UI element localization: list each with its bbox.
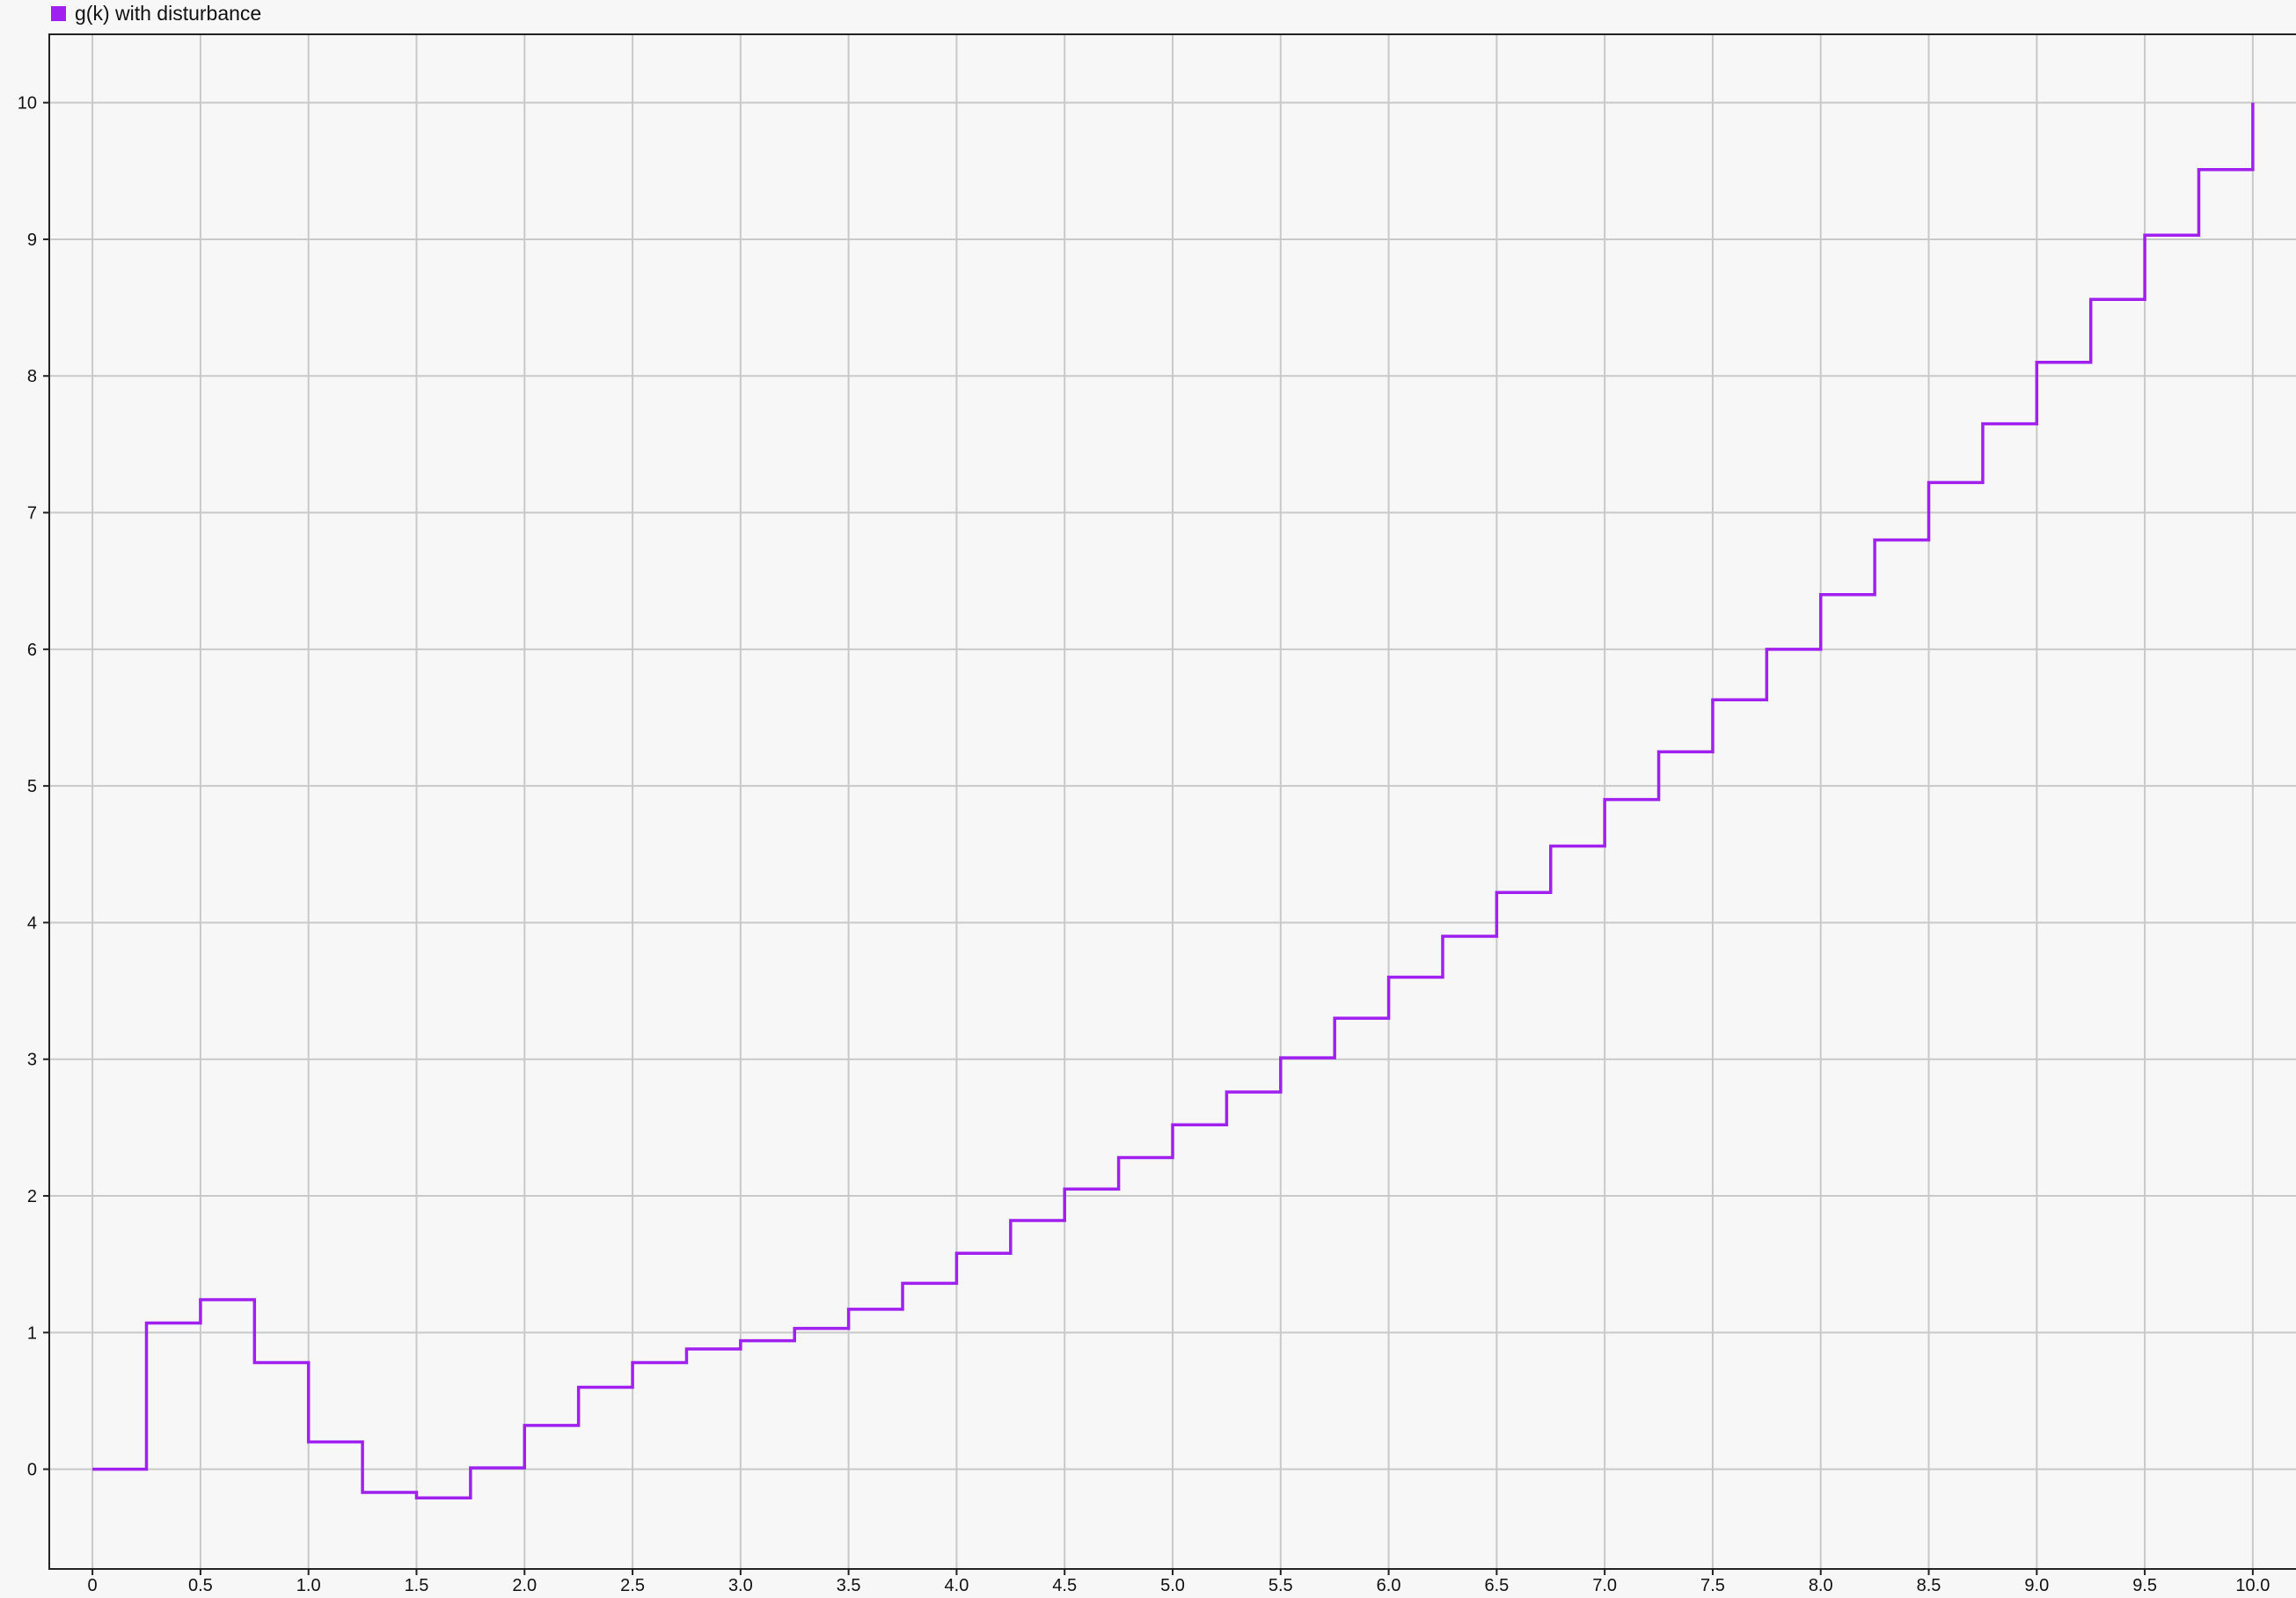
data-point [2197, 168, 2200, 172]
data-point [1549, 844, 1553, 847]
data-point [1981, 422, 1985, 426]
data-point [1711, 698, 1715, 701]
data-point [1063, 1187, 1066, 1191]
data-point [91, 1468, 94, 1471]
data-point [1009, 1219, 1013, 1222]
y-tick-label: 2 [27, 1187, 37, 1206]
data-point [1657, 750, 1661, 753]
x-tick-label: 7.0 [1592, 1576, 1617, 1595]
x-tick-label: 10.0 [2235, 1576, 2270, 1595]
series-line [92, 102, 2255, 1499]
y-tick-label: 5 [27, 777, 37, 796]
data-point [199, 1298, 202, 1301]
data-point [793, 1327, 796, 1330]
x-tick-label: 1.5 [405, 1576, 429, 1595]
data-point [1765, 648, 1768, 651]
data-point [361, 1491, 364, 1494]
legend-label: g(k) with disturbance [75, 1, 262, 25]
data-point [2143, 233, 2146, 237]
data-point [1225, 1090, 1228, 1094]
x-tick-label: 8.0 [1809, 1576, 1833, 1595]
data-point [307, 1440, 311, 1444]
series [91, 101, 2255, 1499]
data-point [1387, 976, 1391, 979]
x-tick-label: 1.0 [296, 1576, 321, 1595]
x-tick-label: 0.5 [188, 1576, 213, 1595]
data-point [145, 1321, 149, 1324]
data-point [739, 1339, 742, 1343]
data-point [954, 1251, 958, 1255]
data-point [577, 1385, 581, 1389]
data-point [1873, 539, 1876, 542]
x-tick-label: 8.5 [1917, 1576, 1941, 1595]
y-tick-label: 7 [27, 504, 37, 524]
x-tick-label: 5.0 [1160, 1576, 1185, 1595]
data-point [2035, 361, 2038, 364]
data-point [1117, 1156, 1121, 1160]
grid [49, 34, 2296, 1569]
data-point [847, 1308, 851, 1311]
x-tick-label: 6.5 [1484, 1576, 1509, 1595]
x-tick-label: 4.0 [945, 1576, 969, 1595]
y-tick-label: 6 [27, 641, 37, 660]
data-point [1171, 1123, 1174, 1126]
y-tick-label: 3 [27, 1051, 37, 1070]
x-tick-label: 4.5 [1052, 1576, 1077, 1595]
x-tick-label: 9.0 [2024, 1576, 2049, 1595]
x-tick-label: 5.5 [1269, 1576, 1293, 1595]
data-point [1441, 935, 1444, 938]
data-point [1495, 891, 1498, 894]
data-point [2251, 101, 2255, 105]
y-tick-label: 9 [27, 231, 37, 250]
y-tick-label: 8 [27, 367, 37, 386]
data-point [684, 1347, 688, 1351]
legend: g(k) with disturbance [51, 0, 261, 26]
data-point [252, 1360, 256, 1364]
data-point [1333, 1016, 1336, 1020]
x-tick-label: 2.5 [620, 1576, 645, 1595]
x-tick-label: 6.0 [1377, 1576, 1401, 1595]
data-point [414, 1496, 418, 1499]
legend-swatch [51, 5, 66, 21]
data-point [1927, 480, 1931, 484]
x-tick-label: 7.5 [1700, 1576, 1725, 1595]
data-point [1603, 798, 1606, 802]
y-tick-label: 10 [18, 94, 37, 114]
data-point [2089, 297, 2093, 301]
axis-ticks: 0 0.5 1.0 1.5 2.0 2.5 3.0 3.5 4.0 4.5 5.0 5.5 6.0 6.5… [18, 94, 2270, 1595]
data-point [469, 1466, 472, 1470]
data-point [631, 1360, 634, 1364]
data-point [901, 1281, 904, 1285]
x-tick-label: 9.5 [2132, 1576, 2157, 1595]
x-tick-label: 3.0 [728, 1576, 753, 1595]
data-point [1279, 1056, 1283, 1059]
y-tick-label: 1 [27, 1323, 37, 1343]
data-point [523, 1424, 526, 1427]
x-tick-label: 0 [88, 1576, 98, 1595]
y-tick-label: 0 [27, 1461, 37, 1480]
x-tick-label: 3.5 [837, 1576, 861, 1595]
data-point [1819, 593, 1823, 597]
y-tick-label: 4 [27, 913, 37, 933]
x-tick-label: 2.0 [512, 1576, 537, 1595]
